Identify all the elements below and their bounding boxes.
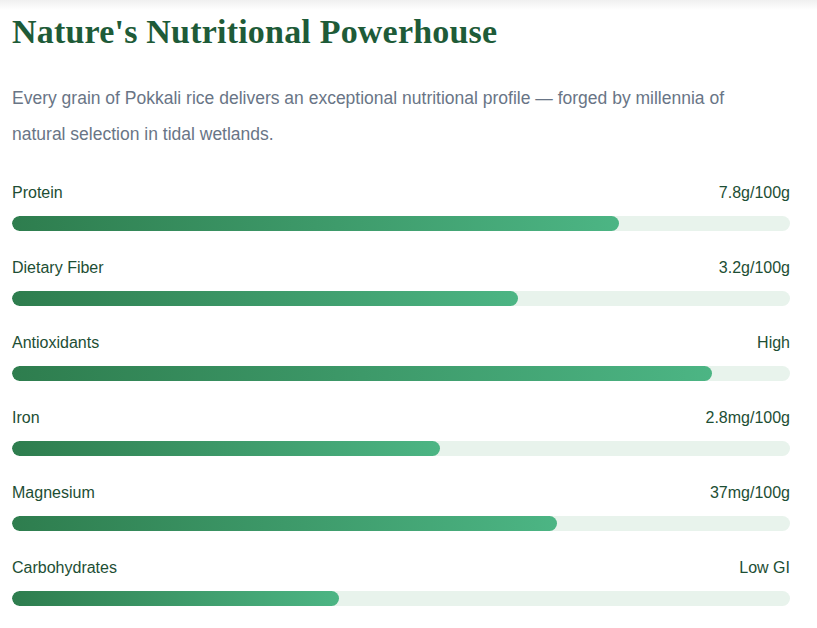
nutrient-value: Low GI	[739, 557, 790, 579]
nutrient-label: Dietary Fiber	[12, 257, 104, 279]
nutrient-row-protein: Protein 7.8g/100g	[12, 182, 790, 231]
progress-bar-track	[12, 591, 790, 606]
nutrient-row-antioxidants: Antioxidants High	[12, 332, 790, 381]
nutrient-label: Protein	[12, 182, 63, 204]
nutrient-label: Iron	[12, 407, 40, 429]
nutrient-label: Carbohydrates	[12, 557, 117, 579]
progress-bar-track	[12, 291, 790, 306]
nutrient-label: Magnesium	[12, 482, 95, 504]
section-subtitle: Every grain of Pokkali rice delivers an …	[12, 80, 772, 152]
nutrient-row-carbohydrates: Carbohydrates Low GI	[12, 557, 790, 606]
nutrition-section: Nature's Nutritional Powerhouse Every gr…	[0, 0, 817, 606]
progress-bar-fill	[12, 366, 712, 381]
progress-bar-track	[12, 366, 790, 381]
progress-bar-fill	[12, 591, 339, 606]
progress-bar-fill	[12, 216, 619, 231]
nutrient-row-dietary-fiber: Dietary Fiber 3.2g/100g	[12, 257, 790, 306]
progress-bar-fill	[12, 291, 518, 306]
nutrient-value: 37mg/100g	[710, 482, 790, 504]
nutrient-value: 2.8mg/100g	[705, 407, 790, 429]
nutrient-value: 7.8g/100g	[719, 182, 790, 204]
nutrient-label: Antioxidants	[12, 332, 99, 354]
nutrient-bar-list: Protein 7.8g/100g Dietary Fiber 3.2g/100…	[12, 182, 790, 606]
nutrient-value: 3.2g/100g	[719, 257, 790, 279]
progress-bar-track	[12, 216, 790, 231]
progress-bar-track	[12, 441, 790, 456]
nutrient-row-iron: Iron 2.8mg/100g	[12, 407, 790, 456]
progress-bar-track	[12, 516, 790, 531]
progress-bar-fill	[12, 516, 557, 531]
nutrient-value: High	[757, 332, 790, 354]
nutrient-row-magnesium: Magnesium 37mg/100g	[12, 482, 790, 531]
section-title: Nature's Nutritional Powerhouse	[12, 12, 790, 52]
progress-bar-fill	[12, 441, 440, 456]
